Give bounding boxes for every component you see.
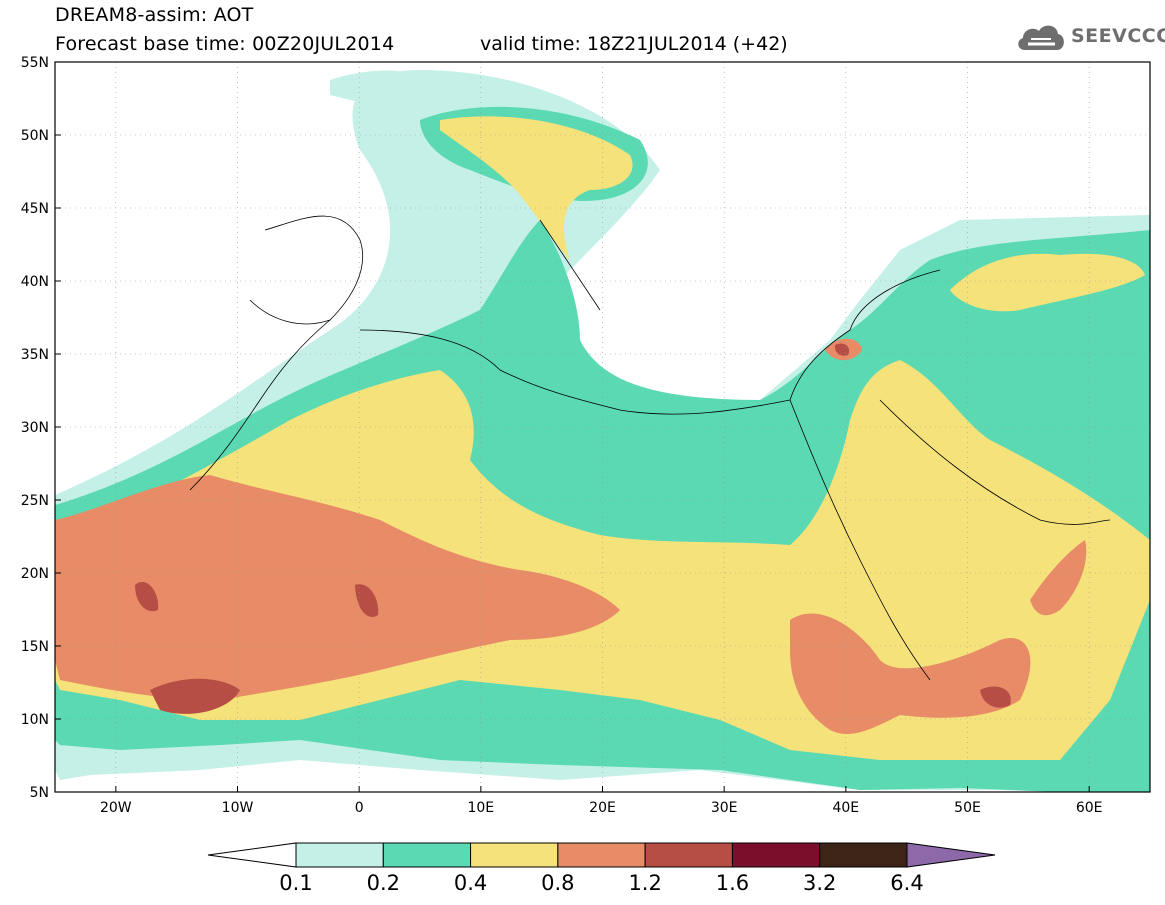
longitude-labels: 20W 10W 0 10E 20E 30E 40E 50E 60E bbox=[100, 786, 1103, 816]
map-gridlines bbox=[55, 62, 1150, 792]
lon-tick-label: 20W bbox=[100, 800, 132, 816]
aot-contour-0-8-east bbox=[790, 613, 1031, 735]
aot-contour-1-2 bbox=[150, 678, 240, 714]
logo-text: SEEVCCC bbox=[1071, 25, 1165, 47]
colorbar-label: 1.6 bbox=[715, 871, 750, 895]
valid-time: valid time: 18Z21JUL2014 (+42) bbox=[480, 33, 788, 55]
lon-tick-label: 10W bbox=[222, 800, 254, 816]
lat-tick-label: 35N bbox=[21, 347, 49, 363]
colorbar-segment bbox=[731, 842, 821, 868]
coastlines bbox=[189, 215, 1111, 681]
colorbar-over-triangle bbox=[906, 842, 996, 868]
colorbar-label: 1.2 bbox=[628, 871, 662, 895]
lat-tick-label: 10N bbox=[21, 712, 49, 728]
colorbar bbox=[207, 842, 996, 868]
colorbar-label: 0.2 bbox=[366, 871, 400, 895]
aot-contour-0-8-arabia bbox=[1030, 540, 1087, 616]
aot-field bbox=[55, 70, 1150, 792]
aot-contour-0-4-caspian bbox=[950, 253, 1145, 312]
lon-tick-label: 60E bbox=[1076, 800, 1103, 816]
colorbar-segment bbox=[382, 842, 472, 868]
colorbar-segment bbox=[557, 842, 646, 868]
lon-tick-label: 50E bbox=[954, 800, 981, 816]
colorbar-label: 0.1 bbox=[279, 871, 313, 895]
lat-tick-label: 5N bbox=[30, 785, 49, 801]
map-title: DREAM8-assim: AOT bbox=[55, 4, 254, 26]
lat-tick-label: 55N bbox=[21, 55, 49, 71]
aot-contour-0-8 bbox=[55, 475, 620, 700]
lon-tick-label: 30E bbox=[711, 800, 738, 816]
lat-tick-label: 40N bbox=[21, 274, 49, 290]
colorbar-segment bbox=[470, 842, 559, 868]
colorbar-label: 6.4 bbox=[890, 871, 924, 895]
lon-tick-label: 40E bbox=[832, 800, 859, 816]
lon-tick-label: 20E bbox=[589, 800, 616, 816]
aot-contour-0-4-europe bbox=[440, 116, 633, 260]
lon-tick-label: 10E bbox=[467, 800, 494, 816]
seevccc-logo: SEEVCCC bbox=[1015, 20, 1165, 58]
lat-tick-label: 25N bbox=[21, 493, 49, 509]
lat-tick-label: 15N bbox=[21, 639, 49, 655]
lat-tick-label: 45N bbox=[21, 201, 49, 217]
latitude-labels: 55N 50N 45N 40N 35N 30N 25N 20N 15N 10N 5N bbox=[21, 55, 61, 801]
aot-contour-0-1-north bbox=[330, 70, 430, 110]
cloud-icon bbox=[1018, 25, 1064, 50]
colorbar-under-triangle bbox=[207, 842, 297, 868]
lat-tick-label: 50N bbox=[21, 128, 49, 144]
forecast-base-time: Forecast base time: 00Z20JUL2014 bbox=[55, 33, 395, 55]
lat-tick-label: 20N bbox=[21, 566, 49, 582]
aot-contour-1-2-c bbox=[135, 581, 159, 612]
colorbar-segment bbox=[819, 842, 908, 868]
colorbar-segment bbox=[295, 842, 384, 868]
colorbar-label: 3.2 bbox=[803, 871, 837, 895]
aot-contour-1-2-d bbox=[980, 686, 1011, 708]
lat-tick-label: 30N bbox=[21, 420, 49, 436]
colorbar-label: 0.8 bbox=[541, 871, 575, 895]
colorbar-label: 0.4 bbox=[453, 871, 488, 895]
colorbar-segment bbox=[644, 842, 733, 868]
aot-contour-1-2-b bbox=[355, 584, 379, 617]
lon-tick-label: 0 bbox=[355, 800, 364, 816]
